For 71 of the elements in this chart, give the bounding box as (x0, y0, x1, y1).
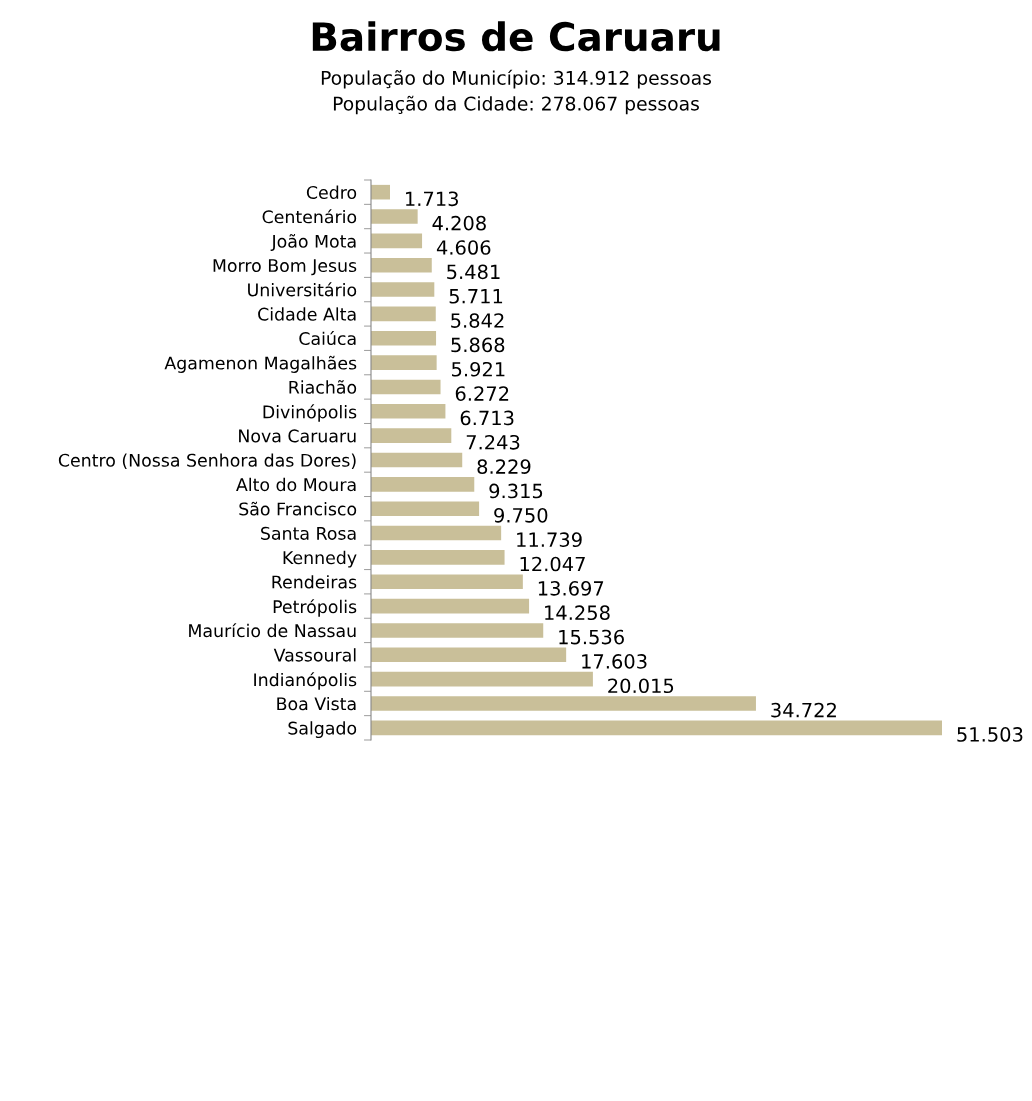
y-tick-label: Centro (Nossa Senhora das Dores) (58, 453, 356, 469)
bar (371, 696, 756, 711)
data-label: 15.536 (559, 629, 624, 645)
data-label: 9.750 (494, 507, 548, 523)
y-tick-label: Boa Vista (277, 696, 356, 711)
y-tick-label: Cidade Alta (258, 307, 356, 321)
bar (371, 525, 502, 541)
bar (371, 647, 567, 663)
data-label: 7.243 (466, 434, 520, 450)
bar (371, 330, 437, 346)
data-label: 6.272 (455, 386, 509, 401)
y-tick-label: Riachão (289, 380, 357, 394)
data-label: 4.208 (432, 215, 486, 231)
y-tick-label: Agamenon Magalhães (164, 355, 357, 373)
bar (371, 720, 942, 736)
bar (371, 233, 423, 249)
y-tick-label: Rendeiras (272, 575, 357, 589)
data-label: 5.711 (449, 289, 503, 304)
y-tick-label: Cedro (306, 185, 357, 200)
y-tick-label: São Francisco (239, 501, 357, 516)
bar (371, 598, 530, 614)
bar (371, 574, 523, 590)
bar (371, 282, 435, 297)
y-tick-label: Maurício de Nassau (189, 623, 356, 638)
data-label: 17.603 (582, 654, 647, 669)
bar (371, 404, 446, 419)
bar (371, 379, 441, 395)
data-label: 11.739 (517, 532, 582, 548)
bar (371, 184, 390, 200)
chart-subtitle: População do Município: 314.912 pessoas População da Cidade: 278.067 pessoas (321, 69, 712, 115)
bar (371, 623, 544, 638)
data-label: 4.606 (436, 240, 491, 255)
data-label: 20.015 (608, 678, 674, 694)
y-tick-label: João Mota (270, 234, 356, 252)
chart-title: Bairros de Caruaru (312, 21, 720, 52)
bar (371, 355, 437, 370)
data-label: 51.503 (957, 727, 1023, 742)
data-label: 13.697 (538, 581, 604, 596)
y-tick-label: Morro Bom Jesus (213, 259, 357, 276)
data-label: 1.713 (406, 191, 458, 207)
bar (371, 671, 593, 687)
bar (371, 428, 452, 443)
data-label: 9.315 (489, 483, 543, 499)
data-label: 14.258 (545, 605, 610, 621)
bar (371, 209, 418, 224)
y-tick-label: Kennedy (283, 550, 357, 568)
y-tick-label: Salgado (288, 721, 357, 739)
bar (371, 306, 436, 322)
bar (371, 452, 463, 468)
y-tick-label: Vassoural (273, 648, 356, 662)
bar (371, 501, 480, 516)
data-label: 5.842 (451, 313, 504, 328)
y-tick-label: Universitário (248, 282, 357, 297)
y-tick-label: Nova Caruaru (239, 429, 356, 443)
y-tick-label: Santa Rosa (261, 526, 356, 540)
y-tick-label: Indianópolis (254, 672, 357, 690)
data-label: 8.229 (477, 459, 531, 474)
data-label: 5.481 (447, 264, 500, 280)
data-label: 34.722 (771, 702, 836, 718)
y-tick-label: Caiúca (299, 330, 356, 346)
bar (371, 477, 475, 492)
data-label: 5.868 (451, 337, 505, 353)
bar (371, 257, 432, 273)
data-label: 6.713 (460, 410, 514, 426)
data-label: 5.921 (452, 361, 505, 377)
y-tick-label: Alto do Moura (236, 477, 356, 492)
y-tick-label: Petrópolis (273, 599, 357, 617)
y-tick-label: Divinópolis (263, 404, 357, 422)
data-label: 12.047 (520, 556, 585, 572)
y-tick-label: Centenário (262, 209, 357, 224)
bar (371, 550, 505, 565)
